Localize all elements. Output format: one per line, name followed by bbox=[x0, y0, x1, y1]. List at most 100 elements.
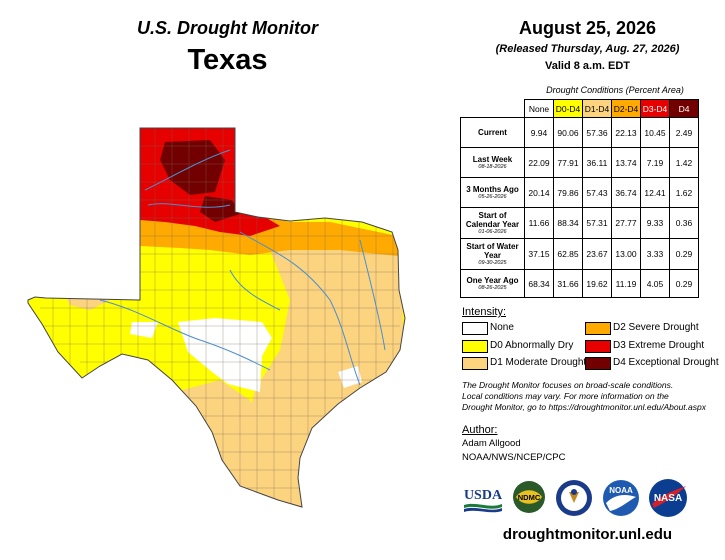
row-date: 01-06-2026 bbox=[478, 228, 507, 235]
row-label: One Year Ago 08-26-2025 bbox=[460, 269, 525, 298]
table-cell: 13.74 bbox=[611, 147, 641, 178]
texas-drought-map bbox=[27, 127, 406, 508]
noaa-logo[interactable]: NOAA bbox=[602, 479, 640, 517]
table-row: 3 Months Ago 05-26-2026 20.14 79.86 57.43… bbox=[460, 177, 699, 208]
rivers bbox=[99, 149, 386, 386]
table-cell: 13.00 bbox=[611, 238, 641, 270]
legend-swatch bbox=[462, 322, 488, 335]
drought-conditions-table: None D0-D4 D1-D4 D2-D4 D3-D4 D4 Current … bbox=[460, 99, 699, 298]
legend-swatch bbox=[585, 340, 611, 353]
legend-label: D3 Extreme Drought bbox=[613, 340, 705, 351]
table-cell: 0.36 bbox=[669, 207, 699, 239]
table-cell: 57.36 bbox=[582, 117, 612, 148]
state-title: Texas bbox=[187, 44, 268, 76]
d4-region-2 bbox=[200, 196, 240, 222]
author-heading: Author: bbox=[462, 424, 498, 436]
table-cell: 11.19 bbox=[611, 269, 641, 298]
row-label: Last Week 08-18-2026 bbox=[460, 147, 525, 178]
none-region-3 bbox=[338, 366, 362, 388]
legend-label: D0 Abnormally Dry bbox=[490, 340, 574, 351]
map-date: August 25, 2026 bbox=[518, 18, 657, 38]
row-label: 3 Months Ago 05-26-2026 bbox=[460, 177, 525, 208]
table-cell: 36.11 bbox=[582, 147, 612, 178]
d4-region bbox=[160, 140, 225, 195]
row-label-text: Last Week bbox=[472, 154, 513, 164]
table-cell: 12.41 bbox=[640, 177, 670, 208]
table-cell: 77.91 bbox=[553, 147, 583, 178]
row-label-text: Start of Calendar Year bbox=[465, 210, 520, 229]
table-cell: 27.77 bbox=[611, 207, 641, 239]
legend-swatch bbox=[462, 357, 488, 370]
legend-swatch bbox=[462, 340, 488, 353]
row-label-text: One Year Ago bbox=[466, 275, 519, 285]
table-row: Start of Water Year 09-30-2025 37.15 62.8… bbox=[460, 238, 699, 270]
table-header-row: None D0-D4 D1-D4 D2-D4 D3-D4 D4 bbox=[461, 99, 699, 118]
table-row: Current 9.94 90.06 57.36 22.13 10.45 2.4… bbox=[460, 117, 699, 148]
valid-time: Valid 8 a.m. EDT bbox=[545, 60, 630, 72]
table-cell: 36.74 bbox=[611, 177, 641, 208]
table-cell: 7.19 bbox=[640, 147, 670, 178]
table-cell: 19.62 bbox=[582, 269, 612, 298]
table-cell: 22.13 bbox=[611, 117, 641, 148]
table-corner bbox=[461, 100, 525, 118]
table-cell: 57.43 bbox=[582, 177, 612, 208]
table-cell: 62.85 bbox=[553, 238, 583, 270]
usace-seal-logo[interactable] bbox=[555, 479, 593, 517]
table-row: Last Week 08-18-2026 22.09 77.91 36.11 13… bbox=[460, 147, 699, 178]
row-label: Start of Water Year 09-30-2025 bbox=[460, 238, 525, 270]
table-cell: 90.06 bbox=[553, 117, 583, 148]
table-cell: 2.49 bbox=[669, 117, 699, 148]
row-date: 09-30-2025 bbox=[478, 259, 507, 266]
author-org: NOAA/NWS/NCEP/CPC bbox=[462, 452, 566, 463]
legend-label: D1 Moderate Drought bbox=[490, 357, 587, 368]
row-label: Current bbox=[460, 117, 525, 148]
table-cell: 9.94 bbox=[524, 117, 554, 148]
table-cell: 11.66 bbox=[524, 207, 554, 239]
site-url[interactable]: droughtmonitor.unl.edu bbox=[502, 526, 673, 543]
table-cell: 31.66 bbox=[553, 269, 583, 298]
table-cell: 57.31 bbox=[582, 207, 612, 239]
note-line: Local conditions may vary. For more info… bbox=[462, 391, 669, 401]
none-region bbox=[178, 318, 272, 392]
table-cell: 23.67 bbox=[582, 238, 612, 270]
table-cell: 37.15 bbox=[524, 238, 554, 270]
table-cell: 79.86 bbox=[553, 177, 583, 208]
table-cell: 3.33 bbox=[640, 238, 670, 270]
table-cell: 20.14 bbox=[524, 177, 554, 208]
release-date: (Released Thursday, Aug. 27, 2026) bbox=[495, 43, 680, 55]
legend-swatch bbox=[585, 322, 611, 335]
disclaimer-note: The Drought Monitor focuses on broad-sca… bbox=[462, 380, 722, 413]
table-cell: 0.29 bbox=[669, 269, 699, 298]
table-cell: 0.29 bbox=[669, 238, 699, 270]
table-cell: 1.42 bbox=[669, 147, 699, 178]
nasa-logo[interactable]: NASA bbox=[648, 478, 688, 518]
col-d3-d4: D3-D4 bbox=[640, 99, 670, 118]
table-cell: 68.34 bbox=[524, 269, 554, 298]
row-label-text: Start of Water Year bbox=[466, 241, 519, 260]
legend-label: None bbox=[490, 322, 514, 333]
table-cell: 4.05 bbox=[640, 269, 670, 298]
usda-logo[interactable]: USDA bbox=[462, 484, 504, 514]
table-row: Start of Calendar Year 01-06-2026 11.66 8… bbox=[460, 207, 699, 239]
row-label-text: 3 Months Ago bbox=[466, 184, 519, 194]
legend-label: D4 Exceptional Drought bbox=[613, 357, 719, 368]
row-date: 08-26-2025 bbox=[478, 284, 507, 291]
legend-title: Intensity: bbox=[462, 306, 507, 318]
row-label: Start of Calendar Year 01-06-2026 bbox=[460, 207, 525, 239]
row-date: 08-18-2026 bbox=[478, 163, 507, 170]
svg-text:NOAA: NOAA bbox=[609, 486, 633, 495]
ndmc-logo[interactable]: NDMC bbox=[512, 480, 546, 514]
note-line: The Drought Monitor focuses on broad-sca… bbox=[462, 380, 674, 390]
col-none: None bbox=[524, 99, 554, 118]
table-row: One Year Ago 08-26-2025 68.34 31.66 19.62… bbox=[460, 269, 699, 298]
row-date: 05-26-2026 bbox=[478, 193, 507, 200]
svg-text:NDMC: NDMC bbox=[518, 493, 541, 502]
table-cell: 9.33 bbox=[640, 207, 670, 239]
table-caption: Drought Conditions (Percent Area) bbox=[546, 85, 684, 95]
table-cell: 1.62 bbox=[669, 177, 699, 208]
legend-label: D2 Severe Drought bbox=[613, 322, 699, 333]
col-d1-d4: D1-D4 bbox=[582, 99, 612, 118]
table-cell: 10.45 bbox=[640, 117, 670, 148]
col-d2-d4: D2-D4 bbox=[611, 99, 641, 118]
col-d0-d4: D0-D4 bbox=[553, 99, 583, 118]
